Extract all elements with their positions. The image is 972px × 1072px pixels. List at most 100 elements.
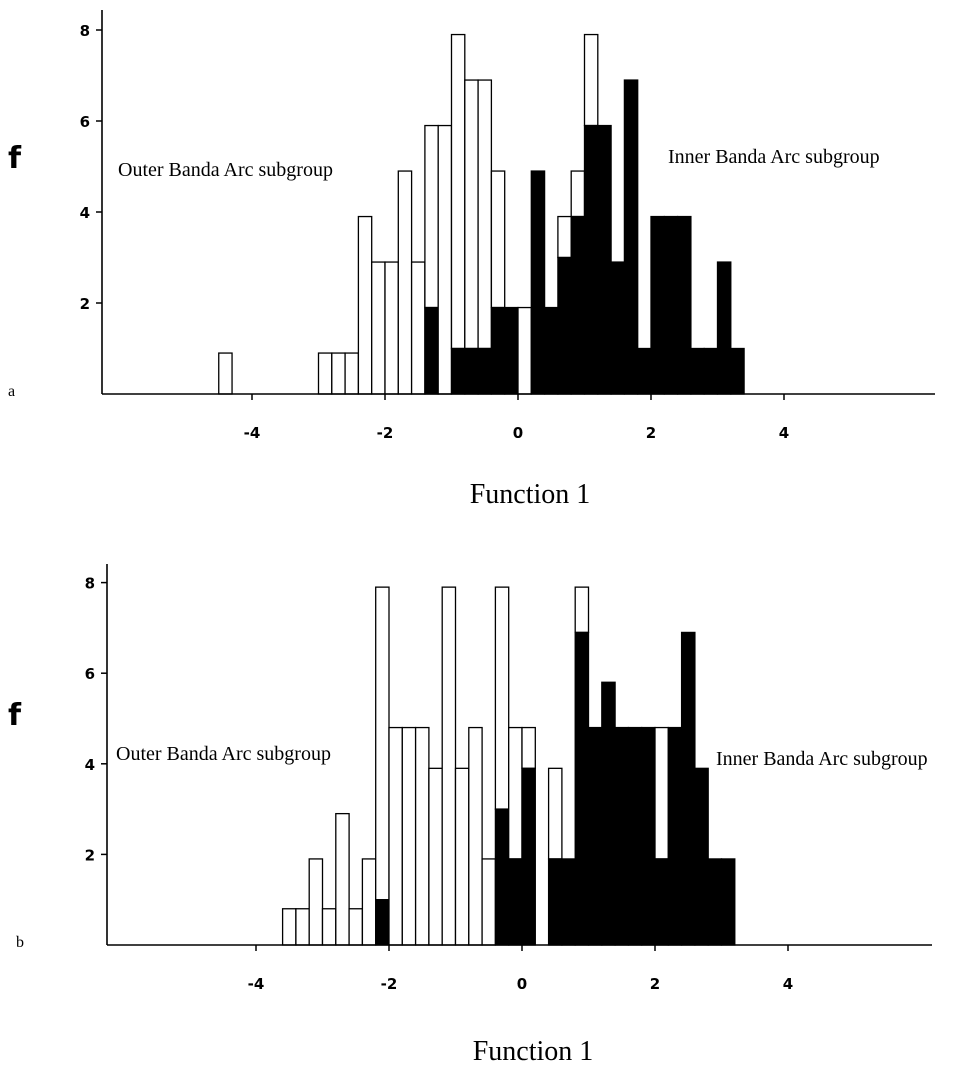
bar-inner bbox=[574, 631, 590, 946]
bar-outer bbox=[348, 908, 364, 946]
bar-inner bbox=[614, 726, 630, 946]
x-tick-label: -4 bbox=[248, 975, 265, 993]
y-tick-label: 6 bbox=[80, 113, 90, 131]
bar-outer bbox=[557, 215, 572, 259]
bar-outer bbox=[317, 352, 333, 395]
panel-letter: a bbox=[8, 383, 15, 400]
bar-inner bbox=[543, 306, 559, 395]
y-axis-label: f bbox=[8, 698, 22, 733]
bar-inner bbox=[601, 681, 616, 946]
bar-inner bbox=[450, 347, 466, 395]
bar-inner bbox=[694, 767, 709, 946]
bar-outer bbox=[344, 352, 360, 395]
y-axis-label: f bbox=[8, 141, 22, 176]
bar-inner bbox=[720, 858, 736, 946]
bar-inner bbox=[663, 215, 679, 395]
bar-outer bbox=[547, 767, 563, 860]
bar-outer bbox=[308, 858, 324, 946]
x-tick-label: -4 bbox=[244, 424, 261, 442]
bar-inner bbox=[530, 170, 546, 395]
bar-outer bbox=[508, 726, 523, 860]
bar-inner bbox=[547, 858, 563, 946]
x-tick-label: -2 bbox=[377, 424, 394, 442]
bar-outer bbox=[521, 726, 536, 769]
bar-outer bbox=[321, 908, 337, 946]
bar-outer bbox=[570, 170, 586, 218]
x-tick-label: 0 bbox=[517, 975, 527, 993]
bar-inner bbox=[627, 726, 643, 946]
bar-inner bbox=[424, 306, 439, 395]
bar-outer bbox=[218, 352, 233, 395]
bar-inner bbox=[654, 858, 669, 946]
panel-letter: b bbox=[16, 934, 24, 951]
bar-outer bbox=[397, 170, 413, 395]
bar-outer bbox=[454, 767, 470, 946]
bar-outer bbox=[410, 261, 426, 395]
y-tick-label: 8 bbox=[80, 22, 90, 40]
bar-inner bbox=[703, 347, 719, 395]
bar-outer bbox=[361, 858, 377, 946]
bar-inner bbox=[508, 858, 523, 946]
y-tick-label: 4 bbox=[85, 756, 95, 774]
inner-group-label: Inner Banda Arc subgroup bbox=[716, 748, 928, 770]
bar-inner bbox=[494, 808, 510, 946]
bar-outer bbox=[654, 726, 669, 860]
y-tick-label: 4 bbox=[80, 204, 90, 222]
bar-inner bbox=[676, 215, 692, 395]
inner-group-label: Inner Banda Arc subgroup bbox=[668, 146, 880, 168]
tick-labels: 2 4 6 8 -4 -2 0 2 4 bbox=[80, 22, 790, 442]
x-tick-label: -2 bbox=[381, 975, 398, 993]
bar-inner bbox=[667, 726, 683, 946]
bar-inner bbox=[680, 631, 696, 946]
bar-inner bbox=[610, 261, 626, 395]
bar-inner bbox=[637, 347, 652, 395]
bar-inner bbox=[597, 124, 612, 395]
x-tick-label: 2 bbox=[650, 975, 660, 993]
bar-outer bbox=[450, 33, 466, 350]
bar-inner bbox=[690, 347, 705, 395]
bar-inner bbox=[504, 306, 519, 395]
panel-b: f b Outer Banda Arc subgroup Inner Banda… bbox=[8, 564, 932, 1067]
bar-outer bbox=[464, 79, 479, 350]
bar-outer bbox=[295, 908, 310, 946]
bar-inner bbox=[557, 256, 572, 395]
bar-outer bbox=[357, 215, 373, 395]
bar-outer bbox=[414, 726, 430, 946]
outer-group-label: Outer Banda Arc subgroup bbox=[116, 743, 331, 765]
y-tick-label: 8 bbox=[85, 575, 95, 593]
bar-outer bbox=[424, 124, 439, 309]
bar-outer bbox=[371, 261, 386, 395]
bar-outer bbox=[517, 306, 532, 395]
y-tick-label: 2 bbox=[85, 846, 95, 864]
bar-inner bbox=[561, 858, 576, 946]
bar-outer bbox=[468, 726, 483, 946]
bar-inner bbox=[570, 215, 586, 395]
bar-inner bbox=[490, 306, 506, 395]
bar-outer bbox=[494, 586, 510, 810]
bar-outer bbox=[401, 726, 417, 946]
bar-outer bbox=[388, 726, 403, 946]
bar-outer bbox=[331, 352, 346, 395]
bar-outer bbox=[375, 586, 390, 901]
bar-inner bbox=[521, 767, 536, 946]
bar-inner bbox=[650, 215, 665, 395]
bar-outer bbox=[477, 79, 493, 350]
bar-inner bbox=[464, 347, 479, 395]
bar-inner bbox=[477, 347, 493, 395]
bar-outer bbox=[441, 586, 457, 946]
x-tick-label: 4 bbox=[779, 424, 789, 442]
bar-inner bbox=[623, 79, 639, 395]
tick-labels: 2 4 6 8 -4 -2 0 2 4 bbox=[85, 575, 794, 993]
bar-outer bbox=[281, 908, 297, 946]
outer-group-label: Outer Banda Arc subgroup bbox=[118, 159, 333, 181]
bar-inner bbox=[375, 899, 390, 946]
bars bbox=[281, 586, 736, 946]
bar-inner bbox=[730, 347, 745, 395]
x-tick-label: 4 bbox=[783, 975, 793, 993]
x-axis-label: Function 1 bbox=[470, 479, 591, 510]
bars bbox=[218, 33, 745, 395]
bar-outer bbox=[384, 261, 399, 395]
x-tick-label: 0 bbox=[513, 424, 523, 442]
bar-inner bbox=[707, 858, 723, 946]
bar-outer bbox=[437, 124, 453, 395]
